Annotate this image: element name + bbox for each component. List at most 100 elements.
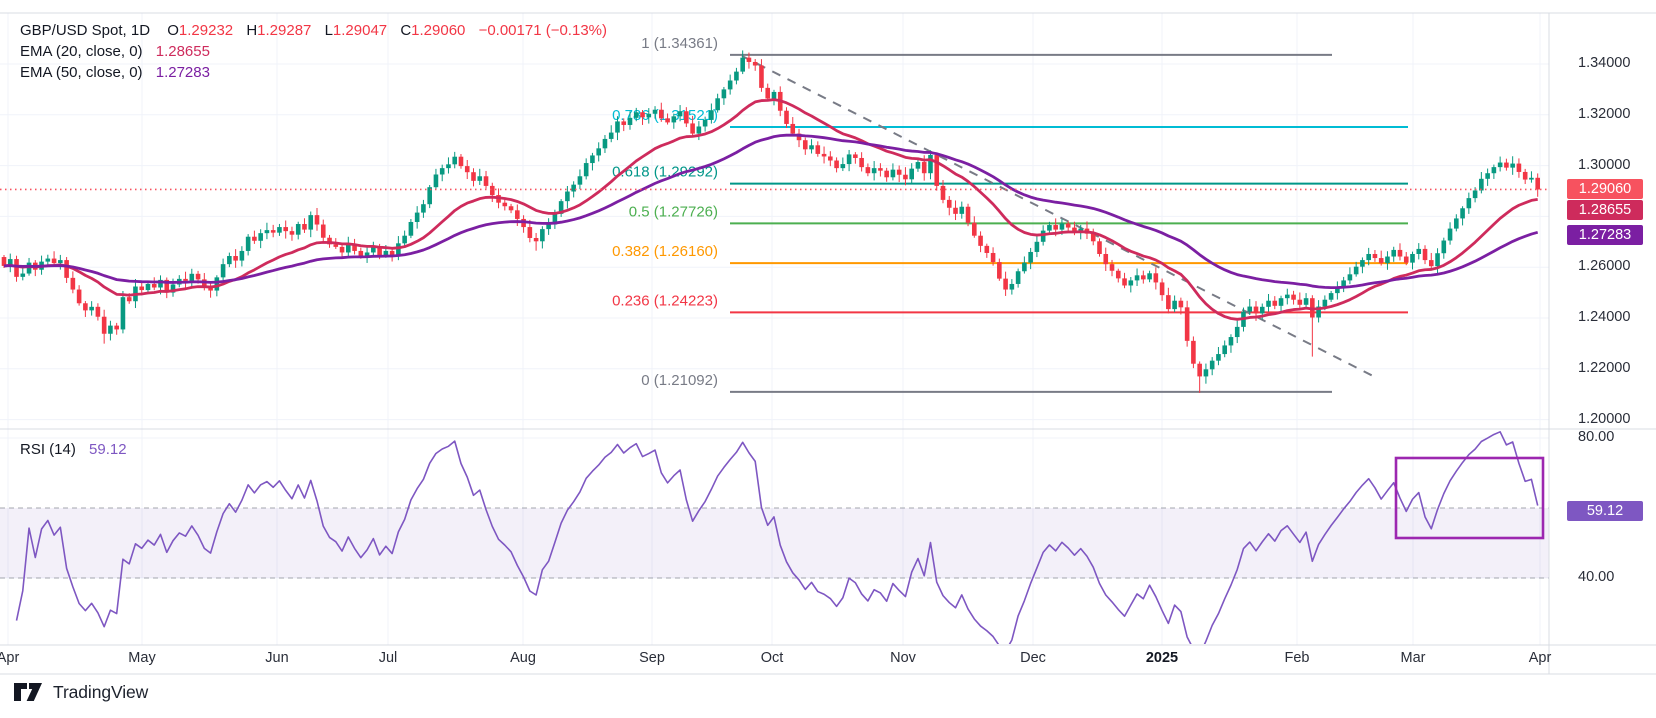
candle-body	[439, 168, 445, 175]
candle-body	[427, 187, 432, 205]
candle-body	[690, 123, 695, 134]
candle-body	[7, 259, 13, 266]
candle-body	[1203, 369, 1209, 377]
candle-body	[1266, 300, 1271, 307]
time-axis-label: Jun	[265, 650, 289, 666]
candle-body	[771, 91, 777, 99]
candle-body	[721, 89, 727, 99]
candle-body	[671, 116, 677, 123]
fib-label: 1 (1.34361)	[641, 35, 718, 52]
candle-body	[1535, 177, 1540, 190]
candle-body	[183, 278, 188, 281]
time-axis[interactable]: Apr May Jun Jul Aug Sep Oct Nov Dec 2025 Feb Mar Apr	[0, 645, 1656, 674]
ema20-legend[interactable]: EMA (20, close, 0) 1.28655	[20, 43, 210, 60]
candle-body	[227, 256, 232, 265]
candle-body	[1090, 233, 1096, 242]
candle-body	[878, 168, 883, 171]
ohlc-open-key: O	[167, 22, 179, 39]
candle-body	[659, 109, 664, 119]
candle-body	[1278, 298, 1284, 306]
rsi-rectangle-drawing[interactable]	[1394, 456, 1545, 540]
candle-body	[1153, 273, 1159, 283]
candle-body	[896, 169, 902, 175]
ohlc-high-key: H	[246, 22, 258, 39]
candle-body	[602, 138, 608, 149]
candle-body	[1428, 260, 1434, 267]
candle-body	[364, 252, 370, 257]
symbol-title: GBP/USD Spot, 1D	[20, 22, 151, 39]
candle-body	[1059, 223, 1065, 230]
candle-body	[608, 132, 614, 139]
fib-label: 0.786 (1.31521)	[612, 107, 718, 124]
ema20-label: EMA (20, close, 0)	[20, 43, 143, 60]
candle-body	[1209, 360, 1215, 370]
symbol-legend[interactable]: GBP/USD Spot, 1D O1.29232 H1.29287 L1.29…	[20, 22, 607, 39]
candle-body	[821, 153, 827, 157]
candle-body	[1166, 295, 1171, 310]
rsi-line	[15, 431, 1539, 644]
candle-body	[108, 325, 113, 334]
candle-body	[114, 325, 119, 330]
candle-body	[615, 121, 620, 133]
time-axis-label: Mar	[1400, 650, 1426, 666]
candle-body	[270, 230, 276, 233]
candle-body	[1441, 240, 1447, 254]
fib-label: 0.236 (1.24223)	[612, 292, 718, 309]
candle-body	[101, 316, 107, 334]
candle-body	[408, 221, 414, 236]
candle-body	[1253, 306, 1259, 314]
candle-body	[1378, 258, 1384, 264]
candle-body	[452, 156, 458, 165]
ema50-legend[interactable]: EMA (50, close, 0) 1.27283	[20, 64, 210, 81]
candle-body	[846, 154, 852, 165]
candle-body	[871, 168, 877, 174]
time-axis-label: Aug	[510, 650, 536, 666]
fib-label: 0.5 (1.27726)	[629, 203, 718, 220]
candle-body	[1103, 253, 1109, 265]
candle-body	[1003, 278, 1008, 290]
candle-body	[1234, 326, 1240, 338]
candle-body	[1504, 162, 1509, 168]
candle-body	[477, 176, 483, 181]
candle-body	[565, 191, 570, 202]
rsi-legend[interactable]: RSI (14) 59.12	[20, 441, 127, 458]
tradingview-logo[interactable]: TradingView	[14, 680, 148, 704]
candle-body	[1272, 300, 1278, 306]
candle-body	[295, 224, 301, 235]
candle-body	[1372, 253, 1378, 259]
time-axis-label: Sep	[639, 650, 665, 666]
candle-body	[1303, 298, 1309, 305]
price-axis[interactable]: 1.34000 1.32000 1.30000 1.26000 1.24000 1.220…	[1549, 0, 1656, 674]
trendline-drawing[interactable]	[741, 55, 1378, 379]
candle-body	[709, 110, 714, 120]
candle-body	[308, 215, 314, 230]
candle-body	[1109, 264, 1115, 271]
candle-body	[959, 206, 965, 214]
candle-body	[214, 277, 220, 291]
candle-body	[433, 174, 439, 188]
candle-body	[834, 160, 839, 169]
candle-body	[1097, 241, 1102, 254]
candle-body	[58, 260, 63, 264]
candle-body	[865, 167, 871, 174]
candle-body	[934, 154, 940, 186]
candle-body	[727, 80, 733, 90]
candle-body	[1454, 218, 1459, 229]
candle-body	[1247, 306, 1253, 312]
candle-body	[145, 283, 151, 291]
candle-body	[289, 231, 295, 235]
candle-body	[1115, 270, 1121, 279]
candle-body	[389, 250, 395, 256]
fib-label: 0.382 (1.26160)	[612, 243, 718, 260]
candle-body	[208, 287, 213, 291]
price-axis-tick: 1.26000	[1578, 258, 1631, 275]
candle-body	[489, 185, 495, 196]
fib-retracement-drawing[interactable]: 1 (1.34361) 0.786 (1.31521) 0.618 (1.29292…	[612, 35, 1408, 393]
rsi-value: 59.12	[89, 441, 127, 458]
candle-body	[677, 111, 683, 117]
candle-body	[421, 204, 426, 213]
ema-price-badge: 1.28655	[1567, 200, 1643, 221]
candle-body	[352, 244, 357, 251]
time-axis-label: Jul	[378, 650, 398, 666]
